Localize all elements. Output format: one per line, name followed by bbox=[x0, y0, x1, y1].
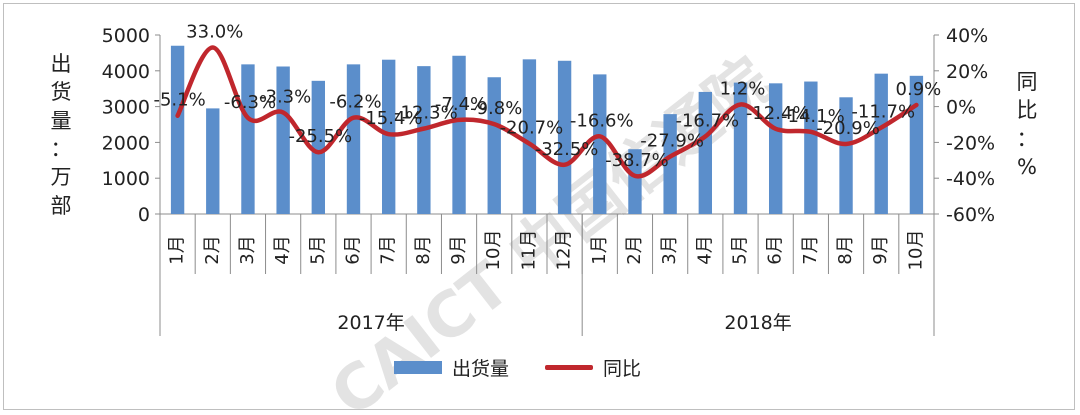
x-category-label: 11月 bbox=[518, 230, 539, 271]
y-right-tick-label: -20% bbox=[946, 132, 995, 154]
data-labels: -5.1%33.0%-6.3%-3.3%-25.5%-6.2%-15.4%-12… bbox=[153, 22, 941, 171]
chart-frame: CAICT 中国信通院 0 1000 2000 3000 4000 5000 -60% -40… bbox=[3, 3, 1075, 411]
yoy-line bbox=[175, 45, 919, 179]
legend-swatch-bar bbox=[394, 360, 442, 374]
bar bbox=[593, 74, 607, 214]
axes: 0 1000 2000 3000 4000 5000 -60% -40% -20% 0% 20% 40… bbox=[102, 25, 995, 336]
x-category-label: 10月 bbox=[905, 230, 926, 271]
bar bbox=[170, 45, 185, 214]
yoy-data-label: -27.9% bbox=[640, 131, 704, 152]
yoy-data-label: -25.5% bbox=[288, 126, 352, 147]
bar bbox=[311, 80, 326, 214]
yoy-data-label: 33.0% bbox=[186, 22, 243, 43]
bar bbox=[381, 59, 396, 215]
yoy-data-label: -6.3% bbox=[224, 92, 276, 113]
y-axis-right-title: 同比：% bbox=[1016, 70, 1038, 180]
x-category-label: 7月 bbox=[378, 235, 399, 264]
yoy-data-label: -15.4% bbox=[359, 108, 423, 129]
x-category-label: 8月 bbox=[835, 235, 856, 264]
yoy-data-label: -5.1% bbox=[153, 90, 205, 111]
yoy-data-label: -16.6% bbox=[570, 110, 634, 131]
yoy-data-label: -38.7% bbox=[605, 150, 669, 171]
x-category-label: 7月 bbox=[800, 235, 821, 264]
x-category-label: 2月 bbox=[624, 235, 645, 264]
x-category-label: 8月 bbox=[413, 235, 434, 264]
legend-swatch-line bbox=[545, 364, 594, 370]
legend-label-shipments: 出货量 bbox=[452, 357, 510, 380]
yoy-data-label: -20.7% bbox=[500, 118, 564, 139]
yoy-data-label: -11.7% bbox=[851, 102, 915, 123]
bar bbox=[768, 83, 783, 214]
x-category-label: 5月 bbox=[730, 235, 751, 264]
x-category-label: 3月 bbox=[659, 235, 680, 264]
x-category-label: 1月 bbox=[167, 235, 188, 264]
bar bbox=[663, 114, 677, 214]
yoy-data-label: 1.2% bbox=[720, 78, 766, 99]
bar bbox=[241, 64, 255, 214]
bar bbox=[909, 75, 924, 214]
x-category-label: 6月 bbox=[765, 235, 786, 264]
legend-item-yoy: 同比 bbox=[545, 354, 641, 381]
y-axis-left-title: 出货量：万部 bbox=[50, 52, 72, 218]
bar bbox=[733, 82, 748, 214]
y-right-tick-label: 40% bbox=[946, 25, 988, 47]
yoy-data-label: -3.3% bbox=[259, 87, 311, 108]
legend-label-yoy: 同比 bbox=[603, 357, 642, 380]
bar bbox=[874, 73, 888, 214]
bar bbox=[522, 59, 537, 215]
bar bbox=[487, 77, 501, 214]
yoy-data-label: -7.4% bbox=[435, 94, 487, 115]
x-category-label: 12月 bbox=[554, 230, 575, 271]
yoy-data-label: -14.1% bbox=[781, 106, 845, 127]
bar bbox=[839, 97, 853, 214]
x-category-label: 1月 bbox=[589, 235, 610, 264]
legend-item-shipments: 出货量 bbox=[394, 354, 509, 381]
x-group-label: 2017年 bbox=[337, 312, 404, 334]
yoy-data-label: -32.5% bbox=[535, 139, 599, 160]
bars-series bbox=[170, 45, 924, 215]
y-right-tick-label: -60% bbox=[946, 204, 995, 226]
bar bbox=[628, 149, 642, 214]
x-category-label: 3月 bbox=[237, 235, 258, 264]
x-category-label: 4月 bbox=[272, 235, 293, 264]
y-left-tick-label: 3000 bbox=[102, 97, 150, 119]
yoy-data-label: -16.7% bbox=[675, 110, 739, 131]
x-group-label: 2018年 bbox=[724, 312, 791, 334]
x-category-label: 10月 bbox=[483, 230, 504, 271]
yoy-data-label: -12.4% bbox=[746, 103, 810, 124]
bar bbox=[346, 64, 361, 214]
x-category-label: 6月 bbox=[343, 235, 364, 264]
y-right-tick-label: 0% bbox=[946, 97, 976, 119]
y-left-tick-label: 1000 bbox=[102, 168, 150, 190]
bar bbox=[206, 108, 220, 214]
bar bbox=[804, 81, 818, 214]
yoy-data-label: -12.3% bbox=[394, 103, 458, 124]
yoy-data-label: -20.9% bbox=[816, 118, 880, 139]
bar bbox=[698, 91, 713, 214]
chart-canvas: CAICT 中国信通院 010002000300040005000-60%-40… bbox=[102, 22, 995, 411]
x-category-label: 9月 bbox=[870, 235, 891, 264]
y-left-tick-label: 5000 bbox=[102, 25, 150, 47]
y-left-tick-label: 0 bbox=[138, 204, 150, 226]
bar bbox=[452, 55, 466, 214]
x-category-label: 4月 bbox=[694, 235, 715, 264]
x-category-label: 2月 bbox=[202, 235, 223, 264]
bar bbox=[417, 66, 431, 214]
y-left-tick-label: 2000 bbox=[102, 132, 150, 154]
yoy-data-label: -9.8% bbox=[470, 98, 522, 119]
yoy-data-label: 0.9% bbox=[896, 79, 942, 100]
y-right-tick-label: 20% bbox=[946, 61, 988, 83]
x-category-label: 9月 bbox=[448, 235, 469, 264]
bar bbox=[557, 60, 572, 214]
yoy-data-label: -6.2% bbox=[329, 92, 381, 113]
y-right-tick-label: -40% bbox=[946, 168, 995, 190]
legend: 出货量 同比 bbox=[394, 354, 677, 380]
bar bbox=[276, 66, 290, 214]
x-category-label: 5月 bbox=[307, 235, 328, 264]
line-series bbox=[175, 45, 919, 179]
y-left-tick-label: 4000 bbox=[102, 61, 150, 83]
